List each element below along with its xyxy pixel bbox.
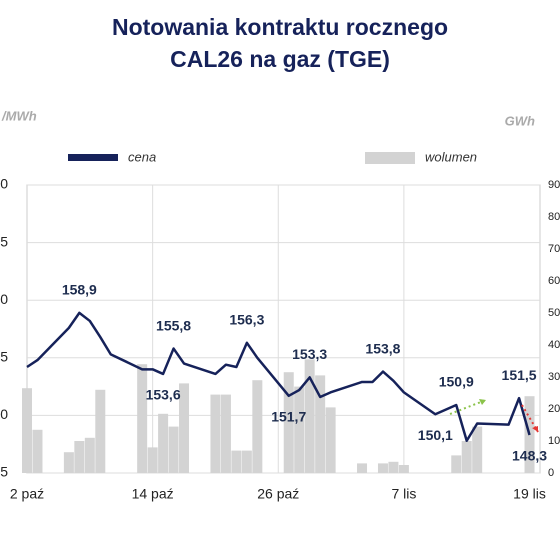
y-tick-label: 160: [0, 291, 8, 307]
data-label: 155,8: [156, 317, 191, 333]
data-label: 158,9: [62, 282, 97, 298]
y2-tick-label: 30: [548, 371, 560, 383]
legend-label: wolumen: [425, 149, 477, 164]
bar: [294, 386, 305, 473]
bar: [137, 364, 148, 473]
data-label: 148,3: [512, 448, 547, 464]
y2-tick-label: 90: [548, 179, 560, 191]
bar: [22, 388, 32, 473]
bar: [74, 441, 85, 473]
bar: [252, 380, 263, 473]
bar: [472, 426, 483, 473]
bar: [283, 372, 294, 473]
y2-tick-label: 60: [548, 275, 560, 287]
legend-label: cena: [128, 149, 156, 164]
bar: [315, 375, 326, 473]
data-label: 156,3: [229, 312, 264, 328]
y2-tick-label: 10: [548, 435, 560, 447]
bar: [241, 450, 252, 473]
data-label: 153,3: [292, 346, 327, 362]
x-tick-label: 14 paź: [132, 486, 174, 502]
line: [26, 311, 531, 442]
bar: [210, 394, 221, 473]
y-tick-label: 155: [0, 349, 8, 365]
bar: [84, 437, 95, 473]
y-tick-label: 165: [0, 233, 8, 249]
bar: [231, 450, 242, 473]
x-tick-label: 19 lis: [513, 486, 546, 502]
y-tick-label: 150: [0, 406, 8, 422]
bar: [377, 463, 388, 473]
y2-tick-label: 20: [548, 403, 560, 415]
y2-tick-label: 0: [548, 467, 554, 479]
bar: [388, 461, 399, 473]
bar: [398, 465, 409, 473]
chart-subtitle: CAL26 na gaz (TGE): [170, 46, 390, 72]
arrow-up: [449, 399, 487, 415]
x-tick-label: 7 lis: [391, 486, 416, 502]
bar: [63, 452, 74, 473]
data-label: 153,8: [365, 340, 400, 356]
arrow-head: [532, 426, 538, 432]
y2-tick-label: 70: [548, 243, 560, 255]
bar: [357, 463, 368, 473]
data-label: 150,9: [439, 374, 474, 390]
bar: [95, 389, 106, 473]
bar: [158, 413, 169, 473]
y2-tick-label: 40: [548, 339, 560, 351]
legend-swatch: [68, 154, 118, 161]
y2-tick-label: 50: [548, 307, 560, 319]
bar: [147, 447, 158, 473]
bar: [220, 394, 231, 473]
y2-axis-label: GWh: [505, 113, 535, 128]
bar: [179, 383, 190, 473]
bar: [325, 407, 336, 473]
y2-tick-label: 80: [548, 211, 560, 223]
data-label: 151,5: [502, 367, 537, 383]
legend-swatch: [365, 152, 415, 164]
y-tick-label: 170: [0, 176, 8, 192]
data-label: 151,7: [271, 409, 306, 425]
bar: [304, 359, 315, 473]
bar: [451, 455, 462, 473]
data-label: 150,1: [418, 427, 453, 443]
marks: [22, 311, 535, 473]
x-tick-label: 26 paź: [257, 486, 299, 502]
bar: [461, 441, 472, 473]
bar: [32, 429, 43, 473]
y-axis-label: /MWh: [1, 108, 37, 123]
arrow-head: [479, 399, 486, 405]
chart-title: Notowania kontraktu rocznego: [112, 14, 448, 40]
y-tick-label: 145: [0, 464, 8, 480]
bar: [168, 426, 179, 473]
x-tick-label: 2 paź: [10, 486, 44, 502]
data-label: 153,6: [146, 387, 181, 403]
